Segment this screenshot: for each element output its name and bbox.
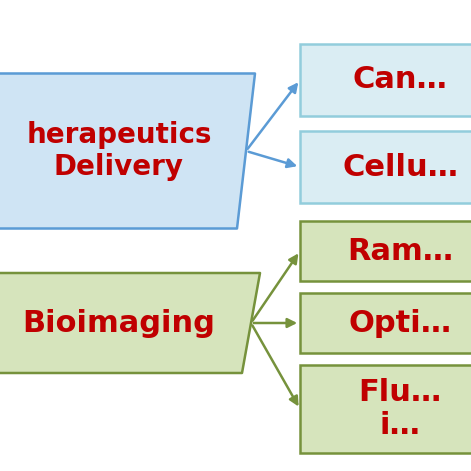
Bar [300, 221, 471, 281]
Text: Flu…
i…: Flu… i… [358, 378, 442, 440]
Text: Bioimaging: Bioimaging [23, 309, 215, 338]
Bar [300, 365, 471, 453]
Text: Can…: Can… [353, 65, 447, 95]
Text: Opti…: Opti… [349, 309, 452, 338]
Bar [300, 44, 471, 116]
Bar [300, 131, 471, 203]
Text: Cellu…: Cellu… [342, 153, 458, 181]
Bar [300, 293, 471, 353]
Polygon shape [0, 73, 255, 228]
Text: Ram…: Ram… [347, 236, 453, 266]
Text: herapeutics
Delivery: herapeutics Delivery [26, 121, 212, 181]
Polygon shape [0, 273, 260, 373]
